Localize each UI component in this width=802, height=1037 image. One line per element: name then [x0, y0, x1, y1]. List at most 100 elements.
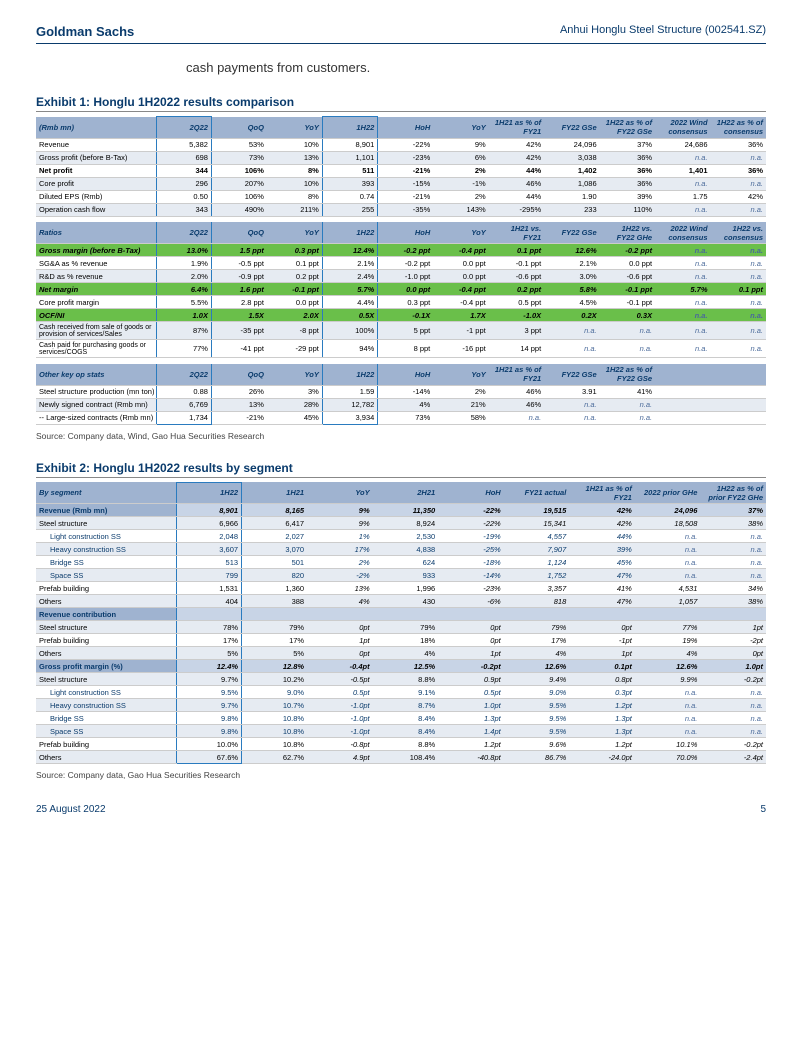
cell: 36% — [711, 164, 766, 177]
cell: 79% — [242, 621, 308, 634]
col-header: YoY — [267, 222, 322, 244]
row-label: Core profit margin — [36, 296, 156, 309]
cell — [242, 608, 308, 621]
cell: 0.0 ppt — [433, 257, 488, 270]
col-header: 2022 prior GHe — [635, 482, 701, 504]
cell: -0.1 ppt — [600, 296, 655, 309]
cell: -29 ppt — [267, 340, 322, 358]
cell: n.a. — [635, 530, 701, 543]
cell: 0.2X — [544, 309, 599, 322]
cell: 13% — [211, 398, 266, 411]
cell: -0.4 ppt — [433, 283, 488, 296]
cell: 4% — [635, 647, 701, 660]
cell: 87% — [156, 322, 211, 340]
cell: 0.1 ppt — [267, 257, 322, 270]
cell: 344 — [156, 164, 211, 177]
cell: 37% — [600, 138, 655, 151]
cell: 2% — [307, 556, 373, 569]
cell: 44% — [489, 164, 544, 177]
col-header — [711, 364, 766, 386]
cell: 8 ppt — [378, 340, 433, 358]
cell: 18,508 — [635, 517, 701, 530]
cell: 0pt — [700, 647, 766, 660]
cell: 6,966 — [176, 517, 242, 530]
cell: 10.8% — [242, 725, 308, 738]
cell: n.a. — [711, 322, 766, 340]
row-label: -- Large-sized contracts (Rmb mn) — [36, 411, 156, 424]
cell: n.a. — [711, 244, 766, 257]
row-label: OCF/NI — [36, 309, 156, 322]
cell: 3,934 — [322, 411, 377, 424]
cell: 46% — [489, 398, 544, 411]
cell — [655, 398, 710, 411]
cell: 4,838 — [373, 543, 439, 556]
cell: 41% — [600, 385, 655, 398]
cell — [373, 608, 439, 621]
cell: n.a. — [655, 296, 710, 309]
footer-date: 25 August 2022 — [36, 804, 106, 815]
cell: 1.0pt — [438, 699, 504, 712]
row-label: Prefab building — [36, 738, 176, 751]
cell: 62.7% — [242, 751, 308, 764]
cell: 1.6 ppt — [211, 283, 266, 296]
cell: n.a. — [711, 177, 766, 190]
cell: -25% — [438, 543, 504, 556]
cell: 2.8 ppt — [211, 296, 266, 309]
col-header: FY22 GSe — [544, 364, 599, 386]
cell: n.a. — [635, 569, 701, 582]
cell: -22% — [438, 504, 504, 517]
cell: n.a. — [711, 151, 766, 164]
cell: n.a. — [544, 398, 599, 411]
row-label: Steel structure production (mn ton) — [36, 385, 156, 398]
cell: -0.9 ppt — [211, 270, 266, 283]
cell: 42% — [489, 138, 544, 151]
cell: 9.8% — [176, 712, 242, 725]
cell: 0pt — [438, 634, 504, 647]
cell: -0.2pt — [700, 673, 766, 686]
cell: 0.88 — [156, 385, 211, 398]
cell: 9.0% — [504, 686, 570, 699]
exhibit1-table: (Rmb mn)2Q22QoQYoY1H22HoHYoY1H21 as % of… — [36, 116, 766, 425]
cell: 2.0X — [267, 309, 322, 322]
cell: n.a. — [635, 686, 701, 699]
cell: -0.2 ppt — [600, 244, 655, 257]
cell: 14 ppt — [489, 340, 544, 358]
cell: 12.6% — [544, 244, 599, 257]
cell: 1.59 — [322, 385, 377, 398]
col-header: 1H22 — [322, 117, 377, 139]
cell: 3,607 — [176, 543, 242, 556]
cell: n.a. — [711, 203, 766, 216]
col-header: 2Q22 — [156, 222, 211, 244]
cell — [711, 385, 766, 398]
cell: 8.4% — [373, 725, 439, 738]
cell: 698 — [156, 151, 211, 164]
cell: 9% — [307, 517, 373, 530]
cell: 1.7X — [433, 309, 488, 322]
col-header: 1H22 — [322, 364, 377, 386]
cell: 18% — [373, 634, 439, 647]
row-label: SG&A as % revenue — [36, 257, 156, 270]
cell — [438, 608, 504, 621]
cell: -15% — [378, 177, 433, 190]
cell: n.a. — [655, 309, 710, 322]
cell: 8% — [267, 164, 322, 177]
cell: 0.1 ppt — [489, 244, 544, 257]
cell: n.a. — [655, 270, 710, 283]
cell: 5.5% — [156, 296, 211, 309]
cell: 44% — [489, 190, 544, 203]
cell: 1pt — [307, 634, 373, 647]
cell: 1.3pt — [569, 712, 635, 725]
cell: 17% — [307, 543, 373, 556]
row-label: Space SS — [36, 569, 176, 582]
cell: 9.9% — [635, 673, 701, 686]
cell: 36% — [600, 177, 655, 190]
cell: n.a. — [600, 398, 655, 411]
cell: 0.5X — [322, 309, 377, 322]
cell: 1pt — [438, 647, 504, 660]
col-header: 1H22 as % of FY22 GSe — [600, 117, 655, 139]
cell: n.a. — [711, 340, 766, 358]
cell — [711, 411, 766, 424]
cell: 86.7% — [504, 751, 570, 764]
cell: -0.1 ppt — [267, 283, 322, 296]
cell: 1,752 — [504, 569, 570, 582]
